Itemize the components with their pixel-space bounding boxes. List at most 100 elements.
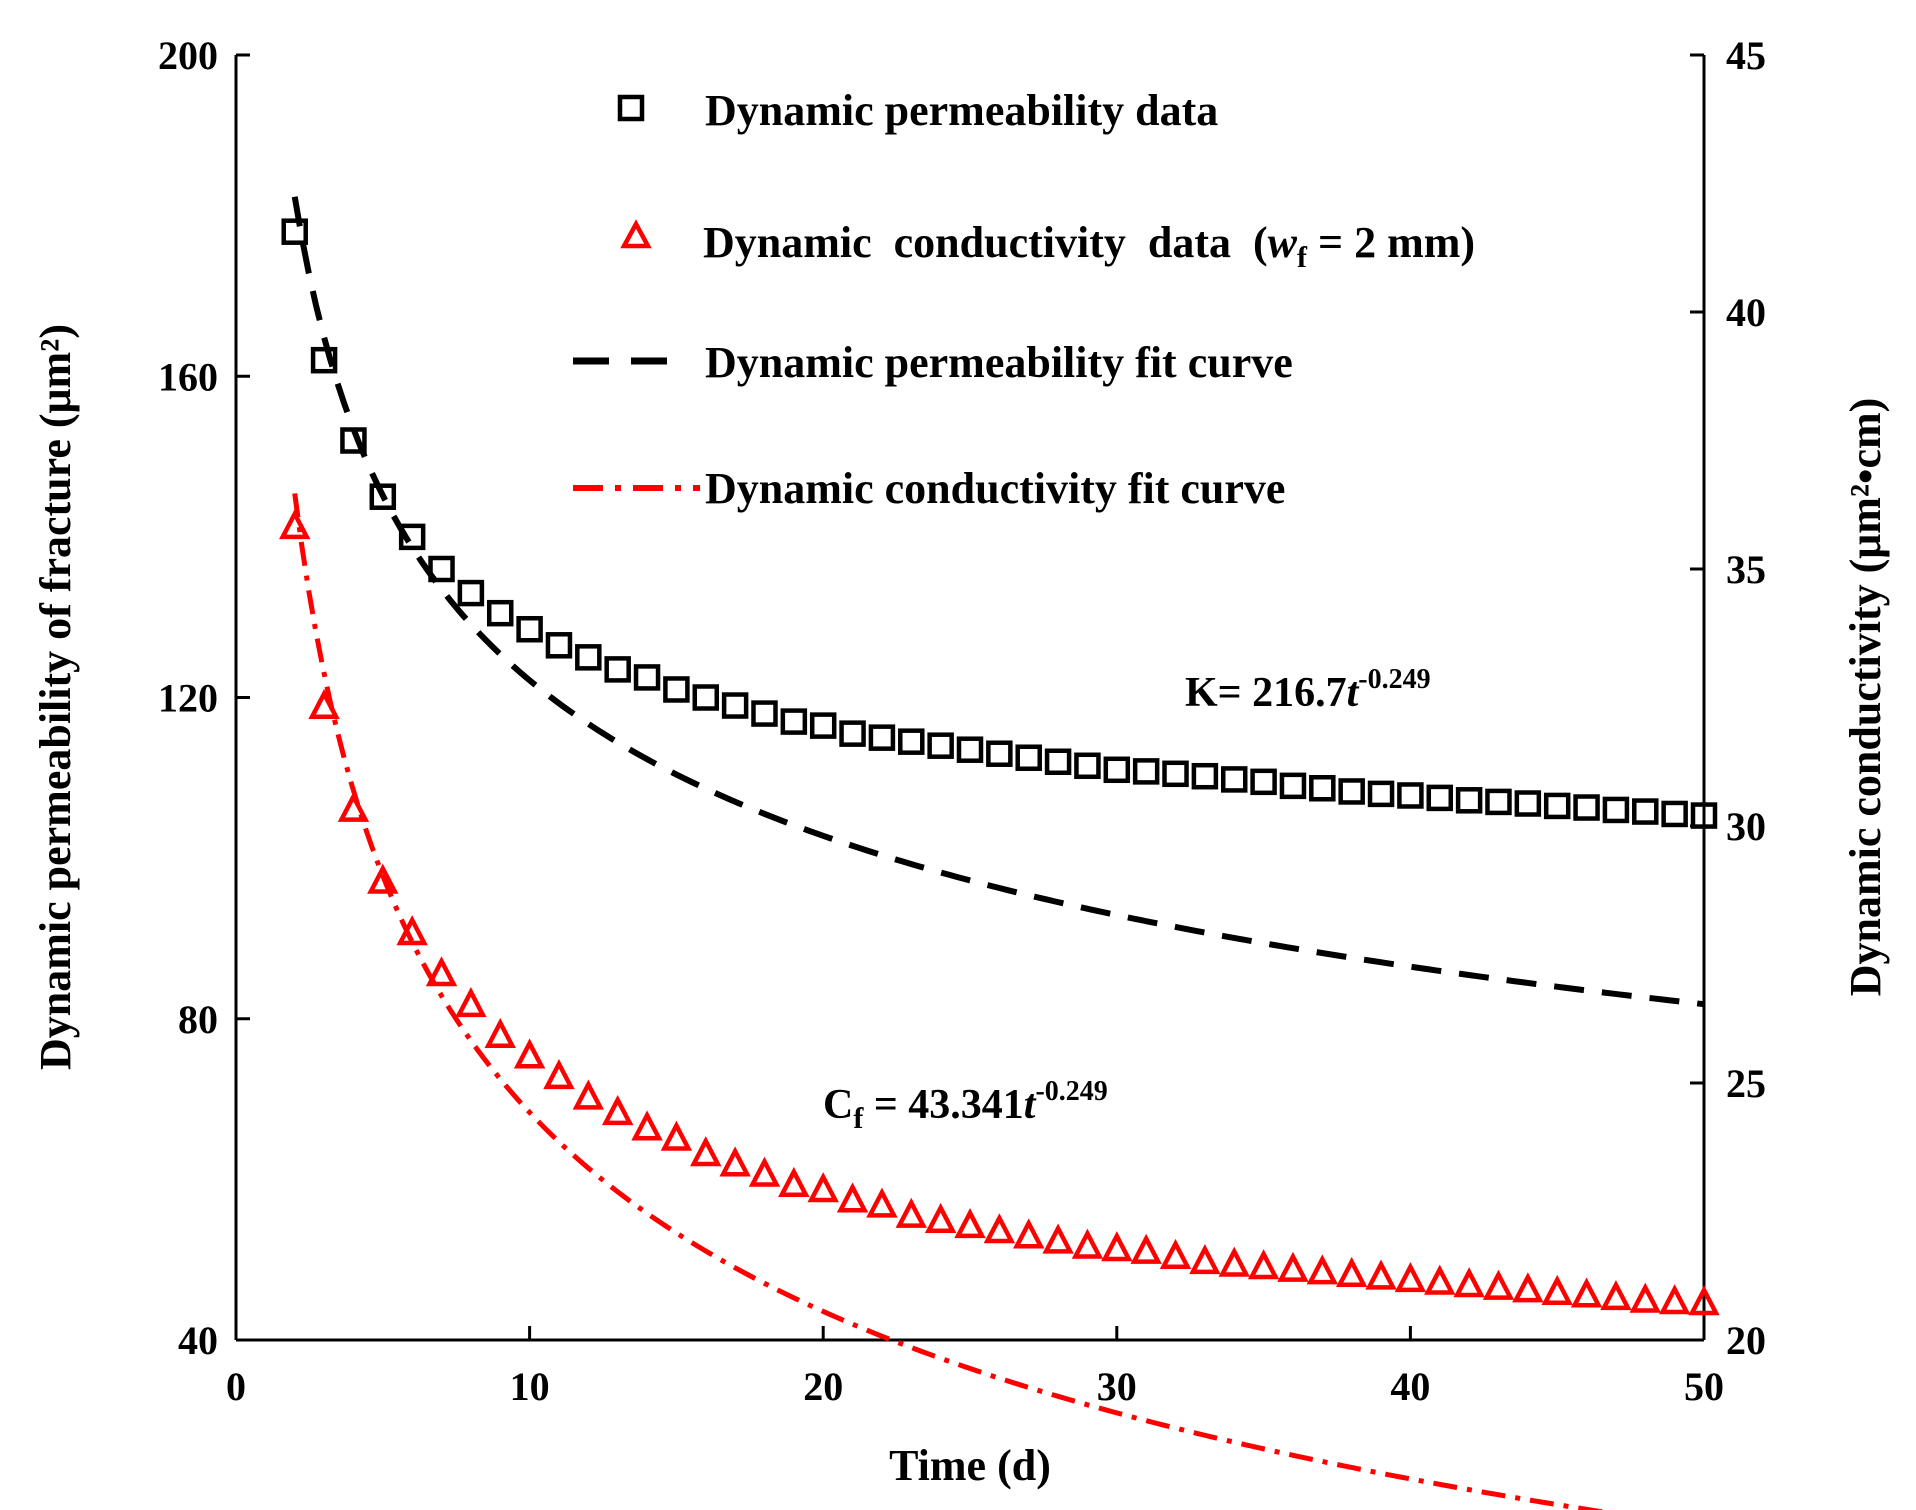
conductivity-data-point	[1306, 1254, 1339, 1285]
permeability-data-point	[1602, 796, 1630, 824]
permeability-data-point	[898, 728, 925, 755]
markers	[279, 218, 1720, 1316]
conductivity-data-point	[601, 1094, 634, 1126]
permeability-data-point	[398, 523, 426, 551]
permeability-data-point	[721, 692, 749, 719]
conductivity-data-point	[367, 863, 399, 894]
conductivity-data-point	[543, 1058, 575, 1090]
permeability-data-point	[633, 664, 661, 691]
conductivity-data-point	[455, 987, 487, 1018]
cond-eq-mid: = 43.341	[863, 1082, 1023, 1128]
permeability-data-point	[1044, 748, 1072, 775]
permeability-data-point	[1690, 802, 1718, 829]
permeability-data-point	[1514, 790, 1542, 817]
legend-label-cond-data: Dynamic conductivity data (wf = 2 mm)	[703, 218, 1475, 274]
conductivity-data-point	[1424, 1264, 1456, 1295]
permeability-data-point	[986, 740, 1013, 767]
conductivity-data-point	[1247, 1249, 1280, 1280]
conductivity-data-point	[484, 1017, 516, 1048]
permeability-data-point	[604, 656, 631, 683]
legend-marker-triangle	[620, 219, 652, 249]
conductivity-data-point	[1453, 1267, 1485, 1298]
permeability-data-point	[1338, 778, 1365, 805]
permeability-data-point	[1367, 780, 1395, 808]
conductivity-data-point	[337, 791, 370, 822]
permeability-data-point	[1015, 744, 1042, 771]
perm-eq-exp: -0.249	[1358, 664, 1430, 695]
permeability-data-point	[692, 684, 720, 711]
conductivity-data-point	[513, 1038, 546, 1069]
conductivity-data-point	[719, 1146, 751, 1177]
conductivity-data-point	[748, 1156, 781, 1187]
permeability-data-point	[1191, 762, 1219, 790]
permeability-data-point	[956, 736, 984, 763]
conductivity-data-point	[1365, 1259, 1397, 1290]
conductivity-data-point	[983, 1213, 1016, 1244]
conductivity-data-point	[1013, 1218, 1045, 1249]
cond-eq-var: t	[1024, 1082, 1037, 1128]
y-left-tick-label: 40	[178, 1318, 218, 1363]
permeability-data-point	[457, 579, 485, 607]
conductivity-data-point	[1541, 1274, 1573, 1305]
annotation-cond-equation: Cf = 43.341t-0.249	[823, 1076, 1108, 1135]
legend-cond-sub: f	[1297, 241, 1308, 274]
permeability-data-point	[545, 632, 573, 659]
conductivity-data-point	[1277, 1251, 1309, 1282]
conductivity-data-point	[690, 1136, 722, 1167]
permeability-data-point	[575, 644, 602, 671]
conductivity-data-point	[1688, 1285, 1720, 1316]
permeability-data-point	[1397, 782, 1424, 809]
conductivity-data-point	[279, 509, 311, 540]
perm-eq-var: t	[1347, 670, 1360, 716]
permeability-data-point	[927, 732, 954, 759]
conductivity-data-point	[660, 1120, 693, 1151]
cond-eq-base: C	[823, 1082, 853, 1128]
y-right-tick-label: 30	[1726, 804, 1766, 849]
conductivity-data-point	[631, 1110, 663, 1141]
cond-eq-exp: -0.249	[1035, 1076, 1107, 1107]
permeability-data-point	[1573, 794, 1600, 821]
legend-cond-prefix: Dynamic conductivity data (	[703, 218, 1268, 267]
y-right-tick-label: 45	[1726, 33, 1766, 78]
x-tick-label: 0	[226, 1364, 246, 1409]
conductivity-data-point	[866, 1187, 898, 1218]
conductivity-data-point	[1130, 1233, 1162, 1264]
x-tick-label: 20	[803, 1364, 843, 1409]
permeability-data-point	[310, 346, 338, 374]
annotation-perm-equation: K= 216.7t-0.249	[1185, 664, 1431, 716]
y-right-tick-label: 20	[1726, 1318, 1766, 1363]
y-left-tick-label: 200	[158, 33, 218, 78]
permeability-data-point	[839, 720, 866, 747]
permeability-data-point	[1162, 760, 1189, 788]
tick-labels: 0 10 20 30 40 50 40 80 120 160 200 20 25 30 35 40 45	[158, 33, 1766, 1409]
y-left-tick-label: 160	[158, 354, 218, 399]
permeability-data-point	[516, 615, 543, 643]
permeability-data-point	[281, 218, 308, 245]
x-tick-label: 10	[510, 1364, 550, 1409]
permeability-data-point	[868, 724, 896, 751]
conductivity-data-point	[778, 1166, 810, 1198]
permeability-data-point	[1309, 775, 1336, 802]
conductivity-data-point	[572, 1079, 605, 1110]
conductivity-data-point	[924, 1202, 957, 1234]
x-axis-title: Time (d)	[889, 1441, 1051, 1490]
conductivity-data-point	[1600, 1280, 1632, 1311]
permeability-data-point	[1543, 792, 1571, 820]
legend-cond-var: w	[1268, 218, 1298, 267]
y-right-tick-label: 25	[1726, 1061, 1766, 1106]
conductivity-data-point	[807, 1172, 839, 1203]
permeability-data-point	[1632, 798, 1659, 825]
y-axis-right-title: Dynamic conductivity (μm²•cm)	[1841, 398, 1890, 997]
legend-cond-suffix: = 2 mm)	[1307, 218, 1475, 267]
conductivity-data-point	[1335, 1256, 1368, 1287]
legend: Dynamic permeability data Dynamic conduc…	[573, 86, 1475, 513]
conductivity-data-point	[396, 915, 428, 946]
y-left-tick-label: 120	[158, 676, 218, 721]
permeability-data-point	[1455, 787, 1483, 814]
conductivity-data-point	[1189, 1244, 1221, 1275]
legend-marker-square	[617, 94, 645, 122]
conductivity-data-point	[1159, 1238, 1192, 1270]
y-right-tick-label: 35	[1726, 547, 1766, 592]
conductivity-data-point	[1658, 1284, 1691, 1315]
